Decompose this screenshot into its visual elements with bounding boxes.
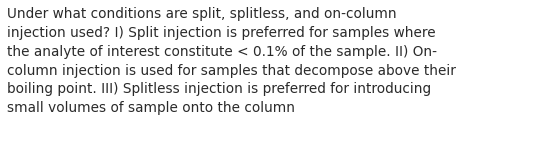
Text: Under what conditions are split, splitless, and on-column
injection used? I) Spl: Under what conditions are split, splitle… [7, 7, 455, 115]
